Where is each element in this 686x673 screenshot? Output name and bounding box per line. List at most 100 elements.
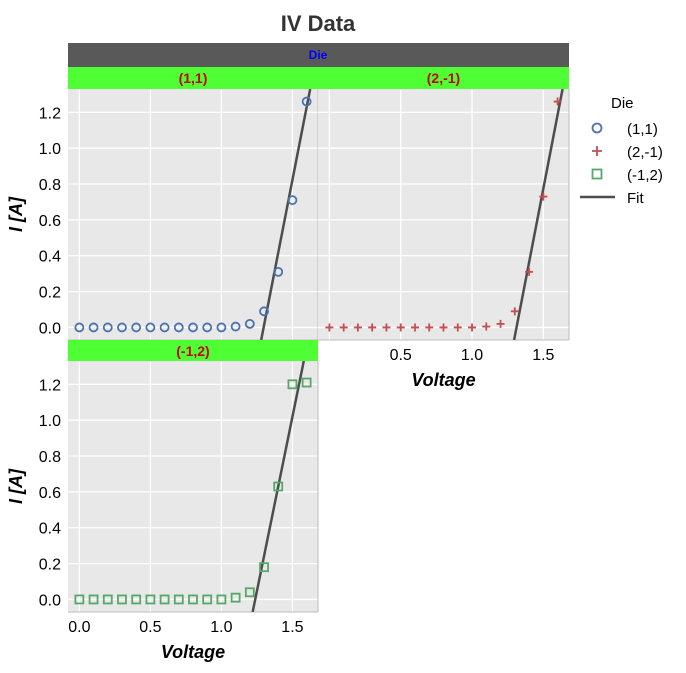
data-point	[525, 267, 534, 276]
x-axis-label: Voltage	[411, 370, 475, 390]
y-tick-label: 0.0	[39, 592, 61, 609]
x-tick-label: 1.0	[461, 347, 483, 364]
data-point	[202, 594, 213, 605]
data-point	[74, 322, 85, 333]
legend-item: (1,1)	[591, 121, 658, 138]
y-tick-label: 0.4	[39, 249, 61, 266]
data-point	[287, 195, 298, 206]
data-point	[145, 322, 156, 333]
legend-marker	[592, 146, 602, 156]
fit-line	[251, 361, 306, 612]
panel-background	[68, 361, 318, 612]
legend-marker	[591, 168, 603, 180]
data-point	[453, 323, 462, 332]
facet-strip	[318, 67, 569, 89]
legend-label: (1,1)	[627, 121, 658, 138]
data-point	[339, 323, 348, 332]
y-tick-label: 0.2	[39, 557, 61, 574]
panel-background	[68, 89, 318, 340]
x-tick-label: 1.5	[532, 347, 554, 364]
y-axis-label: I [A]	[6, 196, 26, 232]
x-tick-label: 0.5	[390, 347, 412, 364]
data-point	[131, 322, 142, 333]
y-tick-label: 0.8	[39, 449, 61, 466]
data-point	[74, 594, 85, 605]
y-tick-label: 0.8	[39, 177, 61, 194]
data-point	[102, 322, 113, 333]
legend-item: Fit	[580, 190, 644, 207]
x-axis-label: Voltage	[161, 642, 225, 662]
data-point	[553, 97, 562, 106]
data-point	[325, 323, 334, 332]
facet-panel: (-1,2) 0.0 0.2 0.4 0.6 0.8 1.0 1.2 I [A] 0.0 0.5 1.…	[6, 340, 319, 662]
data-point	[159, 594, 170, 605]
data-point	[159, 322, 170, 333]
data-point	[230, 321, 241, 332]
data-point	[396, 323, 405, 332]
x-tick-label: 1.5	[281, 619, 303, 636]
data-point	[273, 266, 284, 277]
series-(2,-1)	[325, 89, 564, 340]
legend-marker	[591, 122, 603, 134]
data-point	[410, 323, 419, 332]
data-point	[353, 323, 362, 332]
data-point	[468, 323, 477, 332]
data-point	[173, 594, 184, 605]
data-point	[216, 594, 227, 605]
data-point	[131, 594, 142, 605]
facet-strip	[68, 67, 318, 89]
data-point	[202, 322, 213, 333]
data-point	[259, 562, 269, 573]
legend-item: (2,-1)	[592, 144, 663, 161]
data-point	[382, 323, 391, 332]
fit-line	[259, 89, 312, 340]
data-point	[287, 379, 298, 390]
y-tick-label: 0.6	[39, 485, 61, 502]
y-tick-label: 0.4	[39, 521, 61, 538]
y-tick-label: 0.0	[39, 320, 61, 337]
legend: Die (1,1) (2,-1) (-1,2) Fit	[580, 95, 663, 207]
x-tick-label: 0.5	[139, 619, 161, 636]
panel-background	[318, 89, 569, 340]
data-point	[301, 96, 312, 107]
data-point	[188, 594, 198, 605]
data-point	[173, 322, 184, 333]
data-point	[244, 587, 255, 598]
facet-strip-label: (2,-1)	[427, 70, 460, 86]
data-point	[88, 594, 99, 605]
data-point	[439, 323, 448, 332]
y-axis-label: I [A]	[6, 468, 26, 504]
legend-label: (2,-1)	[627, 144, 663, 161]
data-point	[259, 306, 269, 317]
data-point	[539, 192, 548, 201]
facet-strip-label: (-1,2)	[176, 343, 209, 359]
legend-item: (-1,2)	[591, 167, 663, 184]
data-point	[117, 322, 127, 333]
data-point	[301, 377, 312, 388]
data-point	[482, 322, 491, 331]
data-point	[117, 594, 127, 605]
legend-label: (-1,2)	[627, 167, 663, 184]
data-point	[273, 481, 284, 492]
data-point	[368, 323, 377, 332]
facet-strip-label: (1,1)	[179, 70, 208, 86]
y-tick-label: 1.0	[39, 413, 61, 430]
data-point	[425, 323, 434, 332]
y-tick-label: 1.2	[39, 377, 61, 394]
fit-line	[512, 89, 564, 340]
facet-strip	[68, 340, 318, 362]
data-point	[230, 592, 241, 603]
data-point	[102, 594, 113, 605]
series-(1,1)	[74, 89, 312, 340]
x-tick-label: 1.0	[210, 619, 232, 636]
data-point	[216, 322, 227, 333]
y-tick-label: 1.2	[39, 105, 61, 122]
x-tick-label: 0.0	[68, 619, 90, 636]
legend-label: Fit	[627, 190, 644, 207]
facet-header-strip: Die	[68, 43, 569, 67]
data-point	[496, 319, 505, 328]
data-point	[145, 594, 156, 605]
chart-title: IV Data	[281, 11, 356, 36]
data-point	[88, 322, 99, 333]
